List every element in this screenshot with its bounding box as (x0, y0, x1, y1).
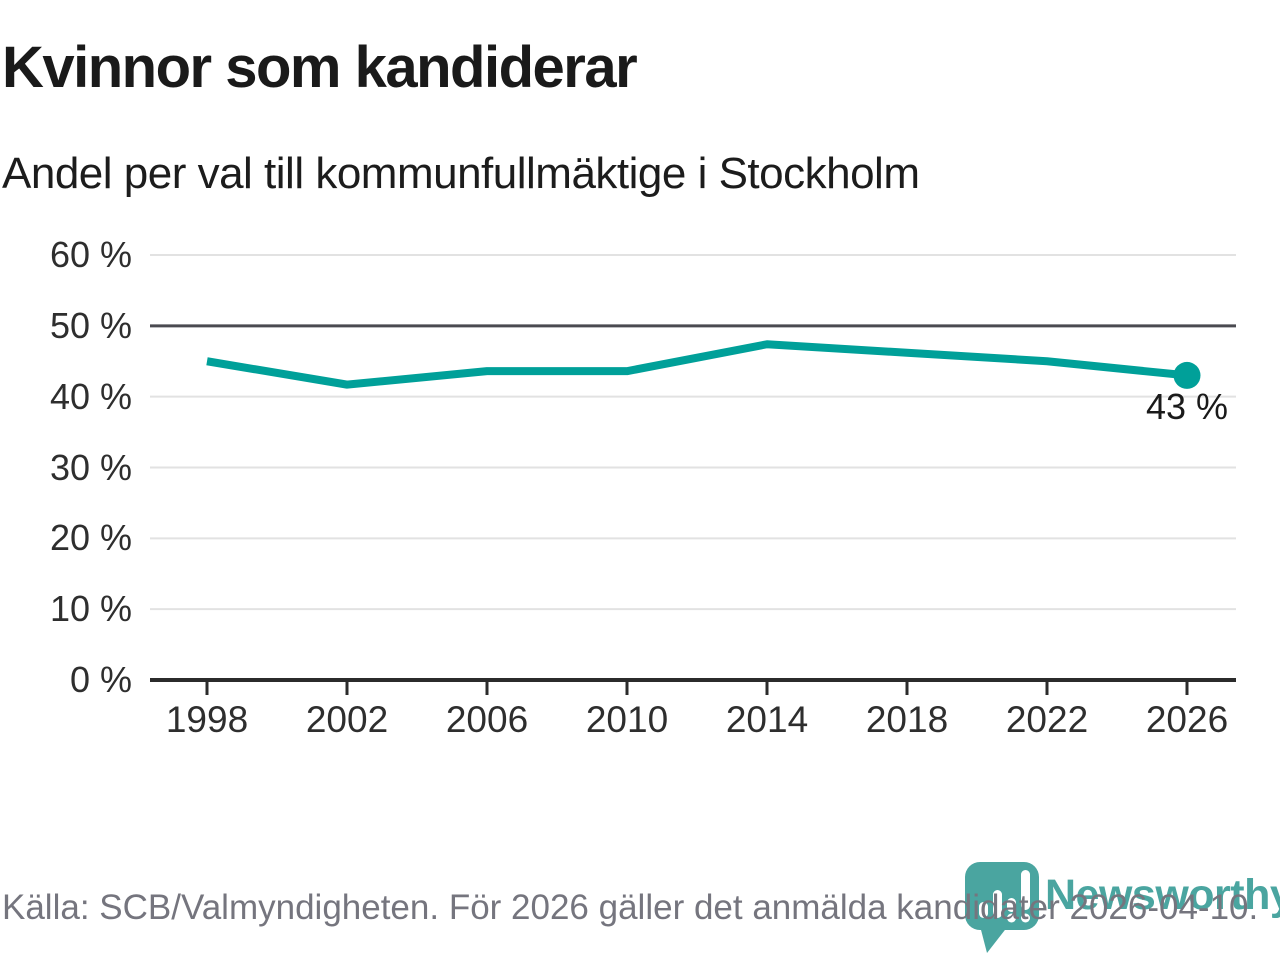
logo-bar-2 (993, 890, 1002, 918)
source-note: Källa: SCB/Valmyndigheten. För 2026 gäll… (2, 888, 1259, 927)
x-tick-label-2018: 2018 (865, 699, 949, 740)
x-tick-label-2014: 2014 (725, 699, 809, 740)
end-value-label: 43 % (1146, 386, 1229, 427)
y-tick-label-10: 10 % (49, 588, 132, 630)
end-point-marker (1173, 361, 1201, 389)
logo-bar-4-dot (1021, 913, 1030, 923)
x-tick-label-2006: 2006 (445, 699, 529, 740)
x-tick-label-2010: 2010 (585, 699, 669, 740)
x-tick-label-2022: 2022 (1005, 699, 1089, 740)
y-tick-label-30: 30 % (49, 446, 132, 488)
chart-subtitle: Andel per val till kommunfullmäktige i S… (2, 149, 920, 198)
logo-bar-3-dot (1007, 913, 1016, 923)
y-tick-label-50: 50 % (49, 304, 132, 346)
data-line-andel-kvinnor (206, 340, 1188, 389)
x-tick-label-1998: 1998 (165, 699, 249, 740)
y-tick-label-60: 60 % (49, 234, 132, 275)
y-tick-label-40: 40 % (49, 375, 132, 417)
y-tick-label-0: 0 % (69, 659, 132, 700)
logo-bubble-tail (980, 926, 1008, 953)
logo-bar-3 (1007, 898, 1016, 912)
newsworthy-logo: Newsworthy (962, 858, 1280, 954)
newsworthy-bubble-bar-chart-icon (965, 862, 1039, 953)
logo-bar-1 (979, 902, 988, 918)
x-tick-label-2002: 2002 (305, 699, 389, 740)
newsworthy-wordmark: Newsworthy (1045, 871, 1280, 919)
logo-bar-4 (1021, 870, 1030, 910)
chart-title: Kvinnor som kandiderar (2, 35, 638, 100)
x-tick-label-2026: 2026 (1145, 699, 1229, 740)
y-tick-label-20: 20 % (49, 517, 132, 559)
